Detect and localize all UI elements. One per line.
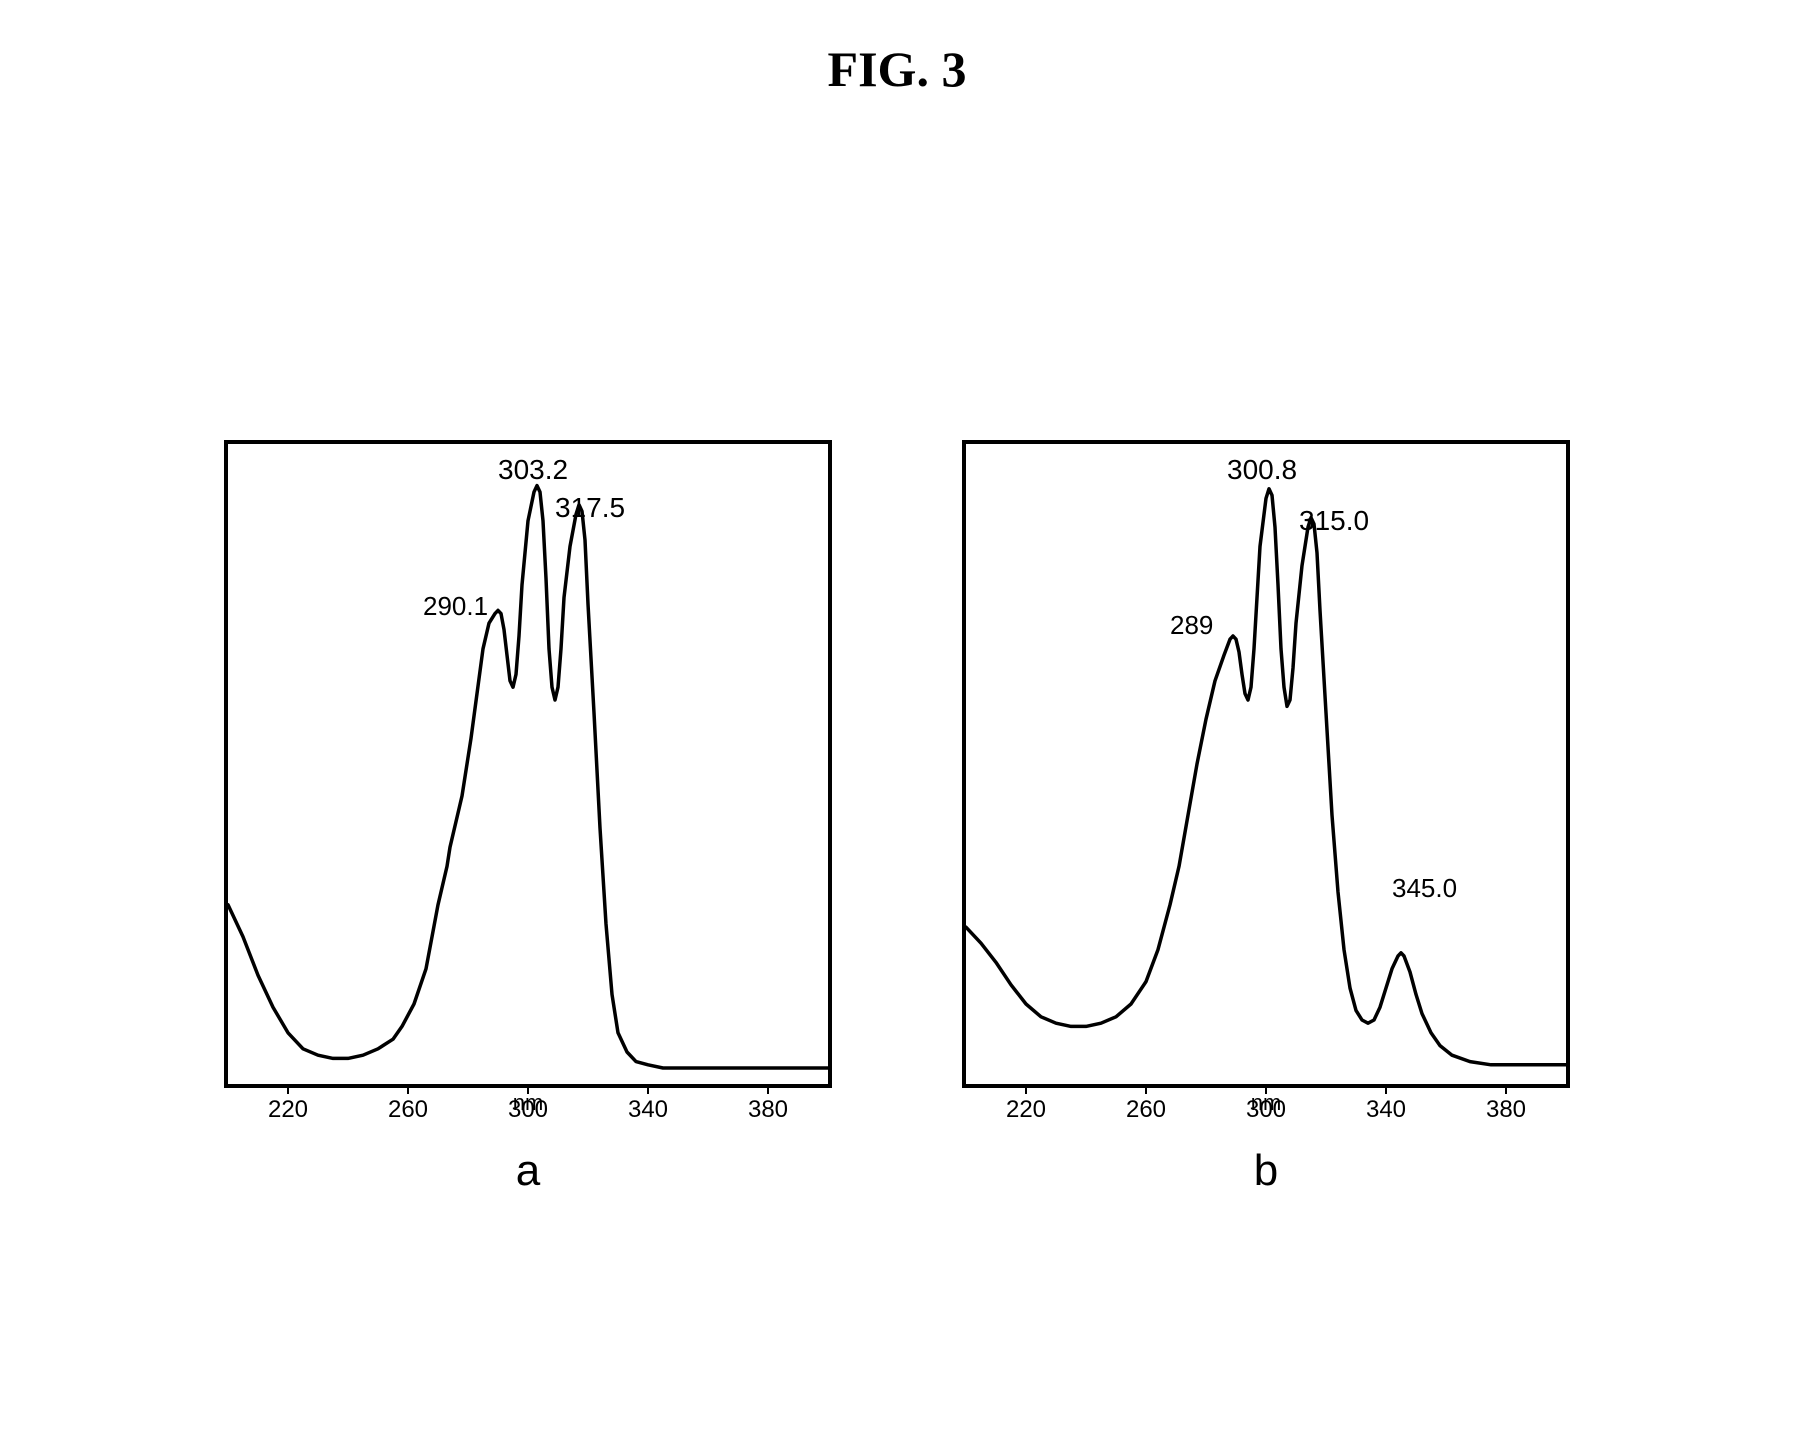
x-tick-mark <box>407 1084 409 1094</box>
plot-a: 290.1303.2317.5220260300340380 <box>224 440 832 1088</box>
x-tick-mark <box>287 1084 289 1094</box>
x-tick-label: 220 <box>1006 1096 1046 1124</box>
peak-label: 303.2 <box>498 454 568 486</box>
x-tick-mark <box>527 1084 529 1094</box>
x-tick-label: 380 <box>1486 1096 1526 1124</box>
peak-label: 289 <box>1170 610 1213 641</box>
figure-title: FIG. 3 <box>0 40 1794 98</box>
charts-row: 290.1303.2317.5220260300340380 nm a 2893… <box>0 440 1794 1196</box>
x-tick-mark <box>1505 1084 1507 1094</box>
subplot-label-a: a <box>516 1146 540 1196</box>
peak-label: 300.8 <box>1227 454 1297 486</box>
page-root: FIG. 3 290.1303.2317.5220260300340380 nm… <box>0 0 1794 1444</box>
subplot-label-b: b <box>1254 1146 1278 1196</box>
peak-label: 345.0 <box>1392 873 1457 904</box>
chart-block-a: 290.1303.2317.5220260300340380 nm a <box>224 440 832 1196</box>
x-tick-mark <box>647 1084 649 1094</box>
plot-b: 289300.8315.0345.0220260300340380 <box>962 440 1570 1088</box>
peak-label: 290.1 <box>423 591 488 622</box>
x-tick-mark <box>1145 1084 1147 1094</box>
x-tick-label: 380 <box>748 1096 788 1124</box>
x-tick-label: 300 <box>508 1096 548 1124</box>
x-tick-mark <box>1385 1084 1387 1094</box>
x-tick-mark <box>1265 1084 1267 1094</box>
x-tick-label: 340 <box>1366 1096 1406 1124</box>
x-tick-mark <box>1025 1084 1027 1094</box>
x-tick-label: 300 <box>1246 1096 1286 1124</box>
trace-b <box>966 444 1566 1084</box>
x-tick-label: 220 <box>268 1096 308 1124</box>
x-tick-label: 340 <box>628 1096 668 1124</box>
trace-a <box>228 444 828 1084</box>
x-tick-label: 260 <box>388 1096 428 1124</box>
chart-block-b: 289300.8315.0345.0220260300340380 nm b <box>962 440 1570 1196</box>
peak-label: 315.0 <box>1299 505 1369 537</box>
x-tick-mark <box>767 1084 769 1094</box>
x-tick-label: 260 <box>1126 1096 1166 1124</box>
peak-label: 317.5 <box>555 492 625 524</box>
